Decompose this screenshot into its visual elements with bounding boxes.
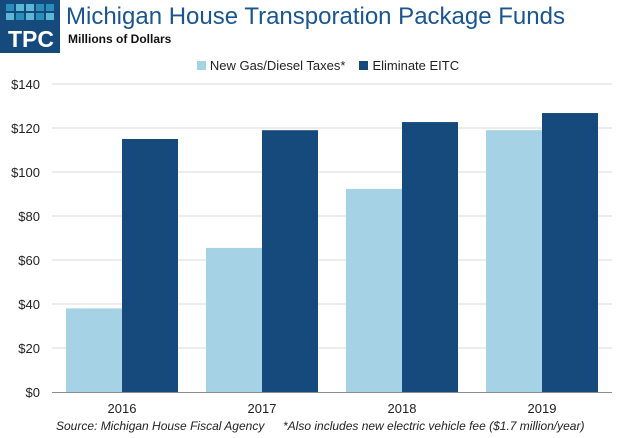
- x-tick-label: 2017: [248, 401, 277, 416]
- legend-item-gas-taxes: New Gas/Diesel Taxes*: [196, 58, 346, 73]
- y-tick-label: $0: [26, 385, 40, 400]
- legend: New Gas/Diesel Taxes* Eliminate EITC: [0, 58, 626, 73]
- x-tick-label: 2019: [528, 401, 557, 416]
- footnote: *Also includes new electric vehicle fee …: [283, 419, 585, 433]
- y-tick-label: $20: [18, 341, 40, 356]
- bar-eitc-2017: [262, 130, 318, 392]
- y-tick-label: $100: [11, 165, 40, 180]
- bar-gas-taxes-2018: [346, 188, 402, 392]
- logo-text: TPC: [8, 26, 54, 52]
- logo-grid-square: [6, 13, 14, 20]
- logo-grid-square: [26, 13, 34, 20]
- chart-title: Michigan House Transporation Package Fun…: [66, 3, 565, 30]
- y-tick-label: $40: [18, 297, 40, 312]
- logo-grid-square: [6, 4, 14, 11]
- logo-grid-square: [36, 4, 44, 11]
- y-tick-label: $120: [11, 121, 40, 136]
- legend-swatch-gas-taxes: [196, 61, 206, 70]
- tpc-logo: TPC: [0, 0, 60, 53]
- logo-grid-square: [46, 4, 54, 11]
- bar-eitc-2016: [122, 139, 178, 392]
- logo-grid-square: [36, 13, 44, 20]
- bar-gas-taxes-2017: [206, 247, 262, 392]
- y-tick-label: $140: [11, 77, 40, 92]
- bar-gas-taxes-2016: [66, 308, 122, 392]
- y-tick-label: $80: [18, 209, 40, 224]
- y-tick-label: $60: [18, 253, 40, 268]
- bar-eitc-2019: [542, 113, 598, 392]
- bar-eitc-2018: [402, 122, 458, 392]
- chart-subtitle: Millions of Dollars: [68, 32, 172, 46]
- logo-grid-square: [16, 4, 24, 11]
- logo-grid-square: [26, 4, 34, 11]
- x-tick-label: 2016: [108, 401, 137, 416]
- x-tick-label: 2018: [388, 401, 417, 416]
- legend-swatch-eitc: [359, 61, 369, 70]
- legend-item-eitc: Eliminate EITC: [359, 58, 459, 73]
- logo-grid-square: [46, 13, 54, 20]
- legend-label-gas-taxes: New Gas/Diesel Taxes*: [209, 58, 346, 73]
- bar-gas-taxes-2019: [486, 130, 542, 392]
- logo-grid-square: [16, 13, 24, 20]
- legend-label-eitc: Eliminate EITC: [372, 58, 460, 73]
- source-note: Source: Michigan House Fiscal Agency: [56, 419, 265, 433]
